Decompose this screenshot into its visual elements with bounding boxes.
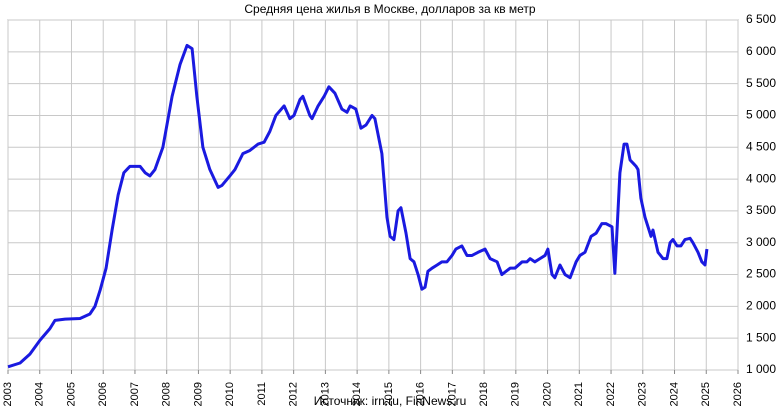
x-tick-label: 2022 <box>605 382 617 406</box>
x-tick-label: 2020 <box>541 382 553 406</box>
x-tick-label: 2023 <box>637 382 649 406</box>
chart-title: Средняя цена жилья в Москве, долларов за… <box>244 2 536 16</box>
y-tick-label: 2 000 <box>746 299 776 313</box>
x-tick-label: 2015 <box>383 382 395 406</box>
data-line <box>7 43 709 369</box>
y-tick-label: 3 500 <box>746 203 776 217</box>
y-tick-label: 5 500 <box>746 76 776 90</box>
x-tick-label: 2016 <box>415 382 427 406</box>
x-tick-label: 2006 <box>97 382 109 406</box>
x-tick-label: 2003 <box>2 382 14 406</box>
x-tick-label: 2017 <box>446 382 458 406</box>
y-tick-label: 5 000 <box>746 108 776 122</box>
source-note: Источник: irn.ru, FinNews.ru <box>314 394 467 408</box>
x-tick-label: 2011 <box>256 382 268 406</box>
x-tick-label: 2025 <box>700 382 712 406</box>
y-tick-label: 2 500 <box>746 267 776 281</box>
y-tick-label: 6 500 <box>746 12 776 26</box>
x-tick-label: 2008 <box>161 382 173 406</box>
x-tick-label: 2019 <box>510 382 522 406</box>
x-tick-label: 2024 <box>668 382 680 406</box>
x-tick-label: 2009 <box>192 382 204 406</box>
y-tick-label: 1 000 <box>746 362 776 376</box>
y-tick-label: 4 000 <box>746 171 776 185</box>
y-tick-label: 1 500 <box>746 330 776 344</box>
y-tick-label: 4 500 <box>746 139 776 153</box>
x-tick-label: 2004 <box>34 382 46 406</box>
x-tick-label: 2005 <box>65 382 77 406</box>
y-tick-label: 3 000 <box>746 235 776 249</box>
x-tick-label: 2007 <box>129 382 141 406</box>
x-tick-label: 2012 <box>288 382 300 406</box>
x-tick-label: 2013 <box>319 382 331 406</box>
x-tick-label: 2018 <box>478 382 490 406</box>
x-tick-label: 2014 <box>351 382 363 406</box>
y-tick-label: 6 000 <box>746 44 776 58</box>
x-tick-label: 2010 <box>224 382 236 406</box>
x-tick-label: 2021 <box>573 382 585 406</box>
x-tick-label: 2026 <box>732 382 744 406</box>
